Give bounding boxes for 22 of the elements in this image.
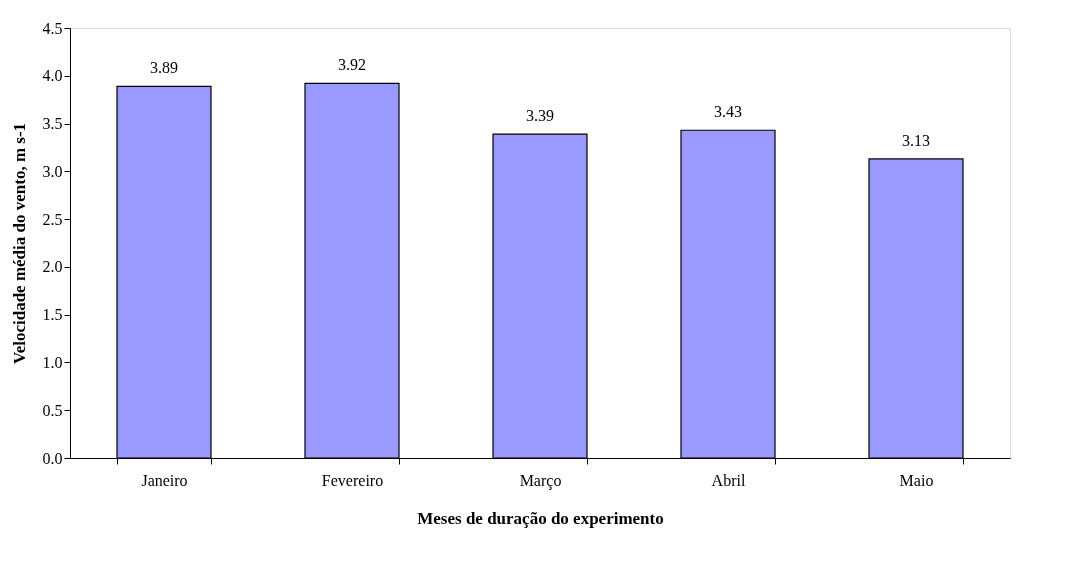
- x-tick-label: Março: [519, 471, 562, 490]
- y-axis-title: Velocidade média do vento, m s-1: [9, 122, 29, 365]
- y-tick-label: 4.0: [42, 67, 63, 85]
- data-label: 3.39: [526, 107, 554, 125]
- y-tick-label: 0.5: [42, 401, 63, 419]
- y-tick-label: 1.0: [42, 353, 63, 371]
- data-label: 3.43: [714, 103, 742, 121]
- x-tick-label: Fevereiro: [321, 471, 384, 489]
- data-label: 3.13: [902, 131, 930, 149]
- y-tick-label: 2.5: [42, 210, 63, 228]
- data-label: 3.92: [338, 56, 366, 74]
- y-tick-label: 1.5: [42, 306, 63, 324]
- x-axis-title: Meses de duração do experimento: [417, 508, 664, 528]
- data-label: 3.89: [150, 59, 178, 77]
- x-tick-label: Janeiro: [141, 471, 188, 489]
- y-tick-label: 2.0: [42, 258, 63, 276]
- y-tick-label: 3.0: [42, 162, 63, 180]
- x-tick-label: Maio: [899, 471, 934, 489]
- y-tick-label: 3.5: [42, 115, 63, 133]
- y-tick-label: 4.5: [42, 19, 63, 37]
- x-tick-label: Abril: [711, 471, 746, 489]
- y-tick-label: 0.0: [42, 449, 63, 467]
